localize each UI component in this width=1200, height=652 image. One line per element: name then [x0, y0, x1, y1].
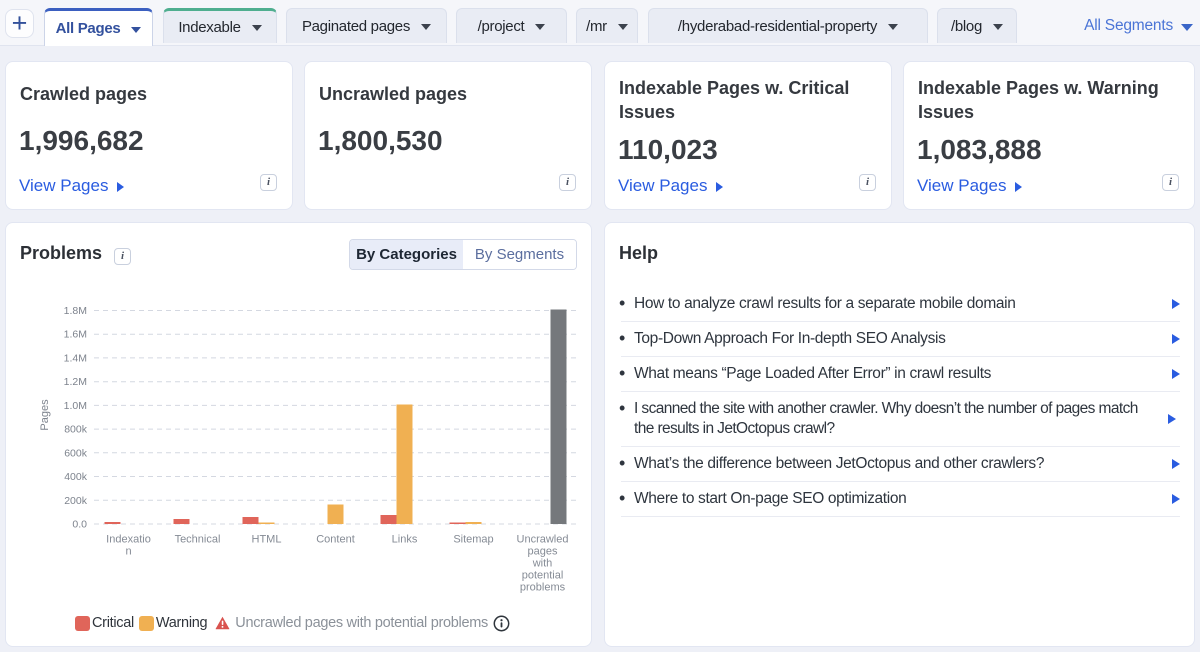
svg-text:Sitemap: Sitemap: [453, 534, 493, 546]
svg-text:HTML: HTML: [252, 534, 282, 546]
svg-text:1.8M: 1.8M: [64, 305, 87, 317]
svg-text:Content: Content: [316, 534, 355, 546]
svg-text:800k: 800k: [64, 424, 88, 436]
svg-text:1.0M: 1.0M: [64, 400, 87, 412]
svg-text:n: n: [125, 546, 131, 558]
svg-text:problems: problems: [520, 582, 566, 594]
svg-text:600k: 600k: [64, 447, 88, 459]
svg-text:Pages: Pages: [39, 399, 51, 431]
svg-text:pages: pages: [528, 546, 558, 558]
svg-text:1.4M: 1.4M: [64, 352, 87, 364]
svg-text:Links: Links: [392, 534, 418, 546]
svg-text:1.2M: 1.2M: [64, 376, 87, 388]
svg-text:Indexatio: Indexatio: [106, 534, 151, 546]
svg-text:with: with: [532, 558, 553, 570]
svg-text:1.6M: 1.6M: [64, 329, 87, 341]
svg-text:0.0: 0.0: [72, 519, 87, 531]
svg-text:Technical: Technical: [175, 534, 221, 546]
svg-text:potential: potential: [522, 570, 564, 582]
svg-text:200k: 200k: [64, 495, 88, 507]
svg-text:400k: 400k: [64, 471, 88, 483]
svg-text:Uncrawled: Uncrawled: [517, 534, 569, 546]
